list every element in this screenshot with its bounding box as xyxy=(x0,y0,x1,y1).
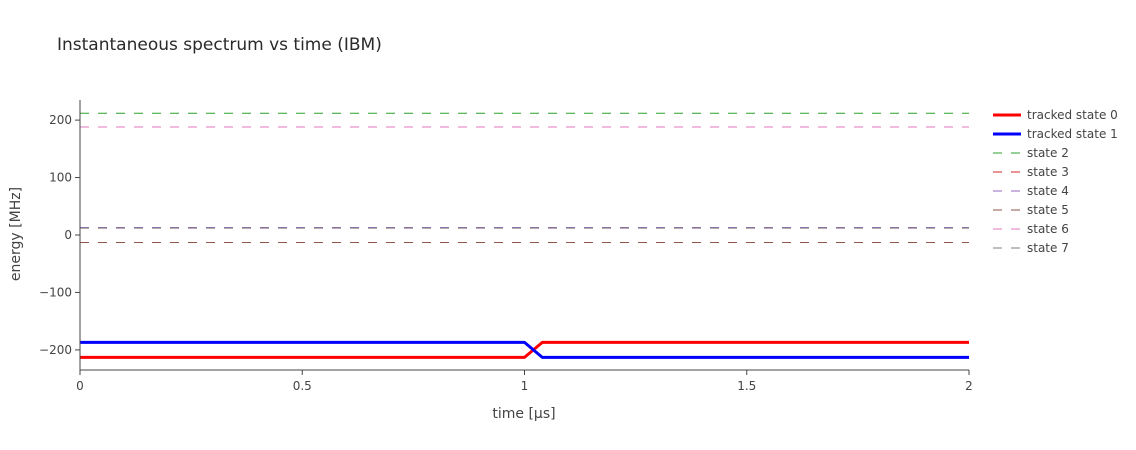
y-tick-label: −200 xyxy=(39,343,72,357)
x-tick-label: 0.5 xyxy=(293,379,312,393)
x-axis-ticks: 0 0.5 1 1.5 2 xyxy=(76,370,973,393)
x-tick-label: 2 xyxy=(965,379,973,393)
y-axis-label: energy [MHz] xyxy=(8,187,24,281)
legend-label: state 6 xyxy=(1027,222,1069,236)
legend-label: tracked state 1 xyxy=(1027,127,1118,141)
x-tick-label: 0 xyxy=(76,379,84,393)
y-tick-label: 100 xyxy=(49,171,72,185)
legend-label: tracked state 0 xyxy=(1027,108,1118,122)
legend-label: state 7 xyxy=(1027,241,1069,255)
y-tick-label: 0 xyxy=(64,228,72,242)
legend-label: state 2 xyxy=(1027,146,1069,160)
series-line-tracked-state-1 xyxy=(80,340,969,359)
legend-label: state 5 xyxy=(1027,203,1069,217)
x-axis-label: time [μs] xyxy=(492,406,555,422)
legend-label: state 3 xyxy=(1027,165,1069,179)
series-line-tracked-state-0 xyxy=(80,340,969,359)
chart-title: Instantaneous spectrum vs time (IBM) xyxy=(57,35,382,55)
y-tick-label: 200 xyxy=(49,113,72,127)
y-axis-ticks: 200 100 0 −100 −200 xyxy=(39,113,80,357)
x-tick-label: 1.5 xyxy=(737,379,756,393)
y-tick-label: −100 xyxy=(39,285,72,299)
plot-area xyxy=(80,112,969,359)
legend: tracked state 0 tracked state 1 state 2 sta… xyxy=(993,108,1118,255)
legend-label: state 4 xyxy=(1027,184,1069,198)
x-tick-label: 1 xyxy=(521,379,529,393)
